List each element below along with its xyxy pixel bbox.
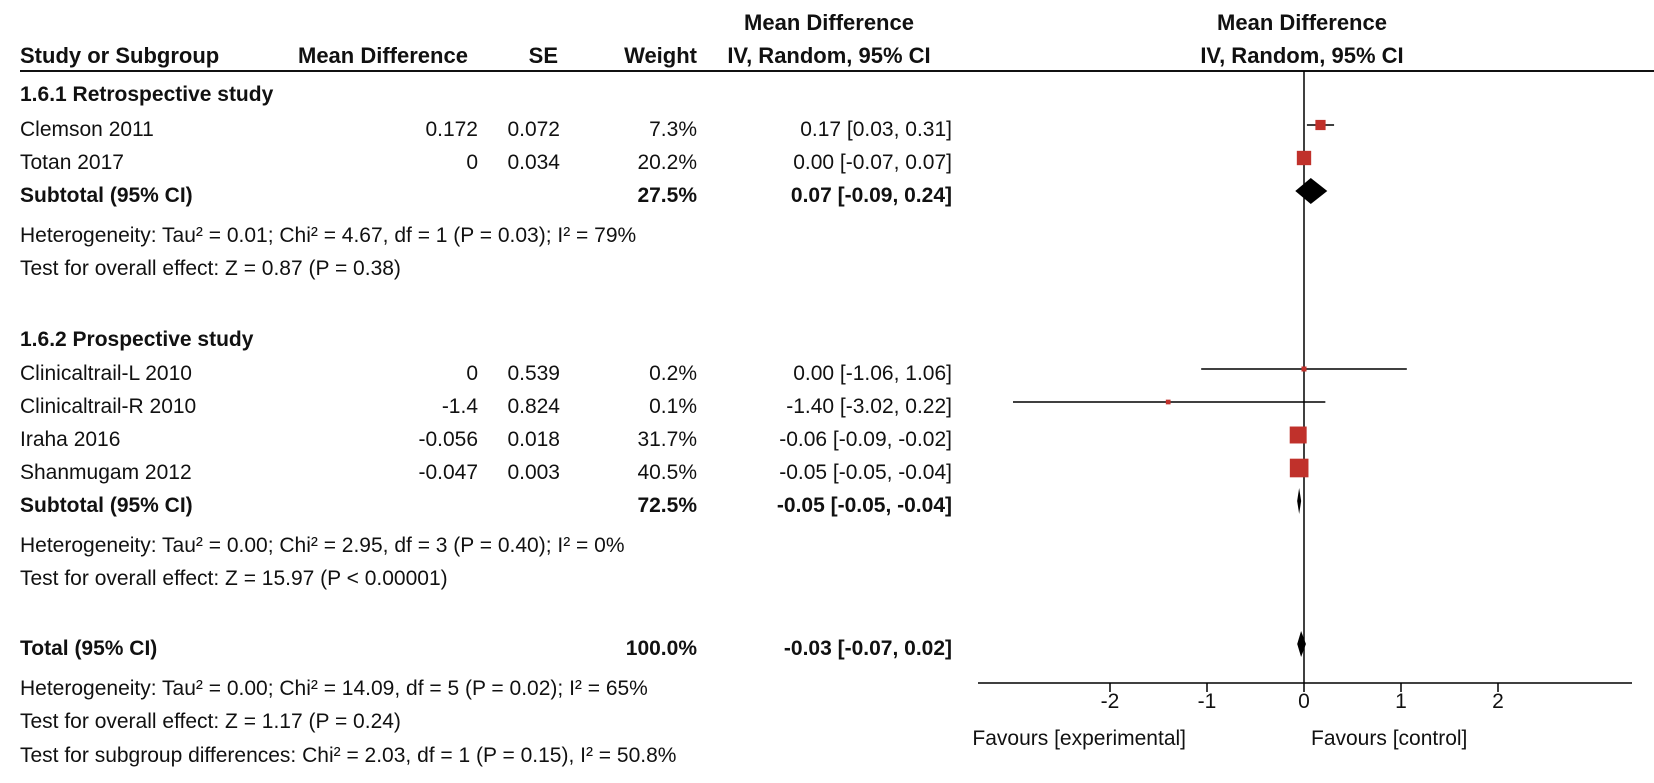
study-weight: 20.2% [637,151,697,174]
subtotal-ci: 0.07 [-0.09, 0.24] [791,184,952,207]
study-name: Totan 2017 [20,151,124,174]
header-mean-difference: Mean Difference [298,43,468,68]
total-ci: -0.03 [-0.07, 0.02] [784,637,952,660]
study-point-marker [1301,366,1307,372]
header-study: Study or Subgroup [20,43,219,68]
study-ci: 0.00 [-0.07, 0.07] [793,151,952,174]
study-weight: 7.3% [649,118,697,141]
study-point-marker [1296,150,1312,166]
heterogeneity-text: Heterogeneity: Tau² = 0.00; Chi² = 2.95,… [20,534,625,557]
header-plot-line2: IV, Random, 95% CI [1200,43,1403,68]
summary-diamond [1297,631,1306,657]
study-md: 0.172 [425,118,478,141]
plot-area [1013,71,1407,683]
study-md: -1.4 [442,395,479,418]
favours-left-label: Favours [experimental] [972,727,1186,750]
study-ci: -0.06 [-0.09, -0.02] [779,428,952,451]
study-se: 0.539 [507,362,560,385]
x-axis-tick-label: 2 [1492,690,1504,713]
total-label: Total (95% CI) [20,637,157,660]
study-ci: -1.40 [-3.02, 0.22] [786,395,952,418]
total-heterogeneity-text: Heterogeneity: Tau² = 0.00; Chi² = 14.09… [20,677,648,700]
subgroup-title: 1.6.1 Retrospective study [20,83,274,106]
heterogeneity-text: Heterogeneity: Tau² = 0.01; Chi² = 4.67,… [20,224,636,247]
subtotal-label: Subtotal (95% CI) [20,494,193,517]
subgroup-differences-text: Test for subgroup differences: Chi² = 2.… [20,744,676,767]
total-overall-effect-text: Test for overall effect: Z = 1.17 (P = 0… [20,710,401,733]
study-name: Clinicaltrail-R 2010 [20,395,196,418]
study-point-marker [1315,119,1326,131]
header-weight: Weight [624,43,698,68]
x-axis-tick-label: -1 [1198,690,1217,713]
header-ci-line2: IV, Random, 95% CI [727,43,930,68]
study-ci: -0.05 [-0.05, -0.04] [779,461,952,484]
study-se: 0.824 [507,395,560,418]
study-weight: 0.2% [649,362,697,385]
x-axis: -2 -1 0 1 2 [978,682,1632,713]
header-ci-line1: Mean Difference [744,10,914,35]
study-point-marker [1165,399,1171,405]
x-axis-tick-label: 1 [1395,690,1407,713]
x-axis-tick-label: -2 [1101,690,1120,713]
subtotal-weight: 27.5% [637,184,697,207]
summary-diamond [1297,488,1302,514]
study-point-marker [1289,458,1309,478]
study-se: 0.003 [507,461,560,484]
overall-effect-text: Test for overall effect: Z = 0.87 (P = 0… [20,257,401,280]
subgroup-title: 1.6.2 Prospective study [20,328,254,351]
study-se: 0.018 [507,428,560,451]
study-ci: 0.17 [0.03, 0.31] [800,118,952,141]
study-se: 0.072 [507,118,560,141]
study-weight: 31.7% [637,428,697,451]
header-se: SE [529,43,558,68]
study-name: Shanmugam 2012 [20,461,192,484]
favours-right-label: Favours [control] [1311,727,1467,750]
study-se: 0.034 [507,151,560,174]
study-weight: 0.1% [649,395,697,418]
study-md: 0 [466,362,478,385]
overall-effect-text: Test for overall effect: Z = 15.97 (P < … [20,567,448,590]
x-axis-tick-label: 0 [1298,690,1310,713]
summary-diamond [1295,178,1328,204]
study-name: Clinicaltrail-L 2010 [20,362,192,385]
total-weight: 100.0% [626,637,698,660]
study-point-marker [1289,426,1307,444]
study-md: 0 [466,151,478,174]
study-ci: 0.00 [-1.06, 1.06] [793,362,952,385]
header-plot-line1: Mean Difference [1217,10,1387,35]
study-name: Iraha 2016 [20,428,120,451]
subtotal-weight: 72.5% [637,494,697,517]
study-weight: 40.5% [637,461,697,484]
subtotal-label: Subtotal (95% CI) [20,184,193,207]
study-md: -0.056 [418,428,478,451]
study-name: Clemson 2011 [20,118,154,141]
subtotal-ci: -0.05 [-0.05, -0.04] [777,494,952,517]
study-md: -0.047 [418,461,478,484]
